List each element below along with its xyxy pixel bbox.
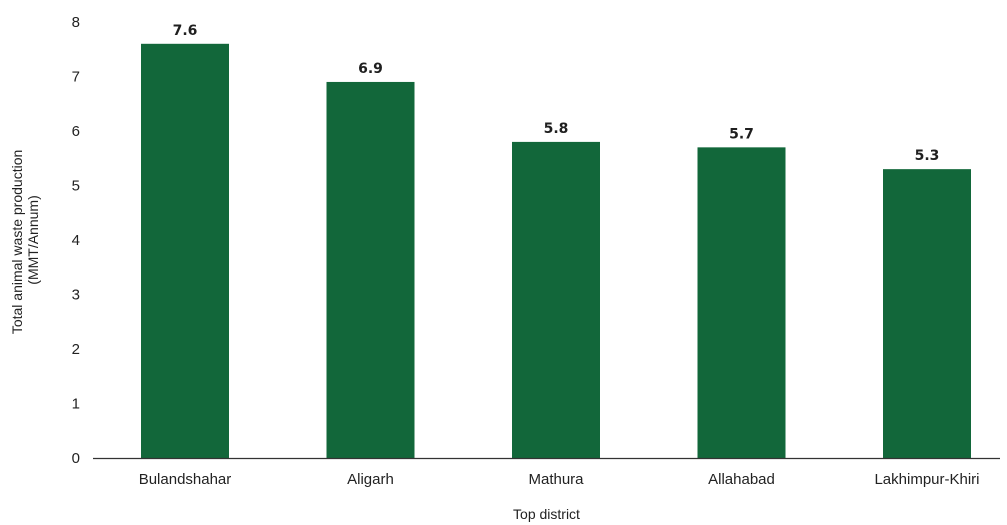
y-axis-title: Total animal waste production (MMT/Annum… bbox=[9, 146, 41, 334]
y-tick-label: 0 bbox=[72, 450, 80, 467]
y-tick-label: 2 bbox=[72, 341, 80, 358]
y-axis-title-line-1: Total animal waste production bbox=[9, 150, 25, 334]
bar bbox=[697, 147, 786, 458]
y-axis-title-line-2: (MMT/Annum) bbox=[25, 195, 41, 284]
x-tick-label: Aligarh bbox=[347, 471, 394, 488]
value-labels-group: 7.6 6.9 5.8 5.7 5.3 bbox=[173, 23, 940, 164]
bar-value-label: 6.9 bbox=[358, 61, 383, 77]
bar bbox=[512, 141, 600, 458]
bar bbox=[326, 81, 415, 458]
bar-value-label: 5.8 bbox=[544, 121, 569, 137]
x-axis-ticks: Bulandshahar Aligarh Mathura Allahabad Lakhi… bbox=[139, 471, 980, 488]
bars-group bbox=[141, 43, 971, 459]
y-tick-label: 3 bbox=[72, 287, 80, 304]
bar-value-label: 5.3 bbox=[915, 148, 940, 164]
x-axis-title: Top district bbox=[513, 506, 580, 522]
bar bbox=[141, 43, 229, 459]
y-tick-label: 6 bbox=[72, 123, 80, 140]
x-tick-label: Mathura bbox=[528, 471, 584, 488]
y-tick-label: 7 bbox=[72, 69, 80, 86]
y-tick-label: 5 bbox=[72, 178, 80, 195]
bar-value-label: 5.7 bbox=[729, 126, 754, 142]
y-axis-ticks: 0 1 2 3 4 5 6 7 8 bbox=[72, 14, 80, 467]
x-tick-label: Lakhimpur-Khiri bbox=[874, 471, 979, 488]
y-tick-label: 1 bbox=[72, 396, 80, 413]
y-tick-label: 4 bbox=[72, 232, 80, 249]
x-tick-label: Bulandshahar bbox=[139, 471, 232, 488]
x-tick-label: Allahabad bbox=[708, 471, 775, 488]
bar bbox=[883, 169, 971, 458]
y-tick-label: 8 bbox=[72, 14, 80, 31]
bar-value-label: 7.6 bbox=[173, 23, 198, 39]
